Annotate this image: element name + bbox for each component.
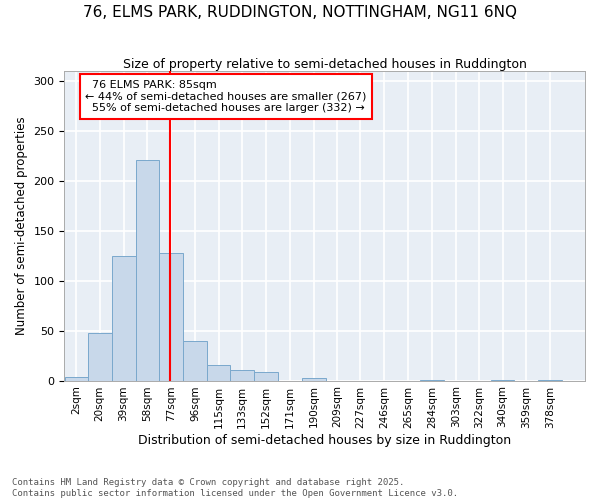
Bar <box>160 252 184 380</box>
Text: Contains HM Land Registry data © Crown copyright and database right 2025.
Contai: Contains HM Land Registry data © Crown c… <box>12 478 458 498</box>
X-axis label: Distribution of semi-detached houses by size in Ruddington: Distribution of semi-detached houses by … <box>138 434 511 448</box>
Bar <box>254 372 278 380</box>
Y-axis label: Number of semi-detached properties: Number of semi-detached properties <box>15 116 28 335</box>
Text: 76 ELMS PARK: 85sqm
← 44% of semi-detached houses are smaller (267)
  55% of sem: 76 ELMS PARK: 85sqm ← 44% of semi-detach… <box>85 80 367 113</box>
Text: 76, ELMS PARK, RUDDINGTON, NOTTINGHAM, NG11 6NQ: 76, ELMS PARK, RUDDINGTON, NOTTINGHAM, N… <box>83 5 517 20</box>
Bar <box>65 376 88 380</box>
Title: Size of property relative to semi-detached houses in Ruddington: Size of property relative to semi-detach… <box>123 58 527 70</box>
Bar <box>88 332 112 380</box>
Bar <box>302 378 326 380</box>
Bar <box>207 364 230 380</box>
Bar <box>184 340 207 380</box>
Bar <box>112 256 136 380</box>
Bar <box>136 160 160 380</box>
Bar <box>230 370 254 380</box>
